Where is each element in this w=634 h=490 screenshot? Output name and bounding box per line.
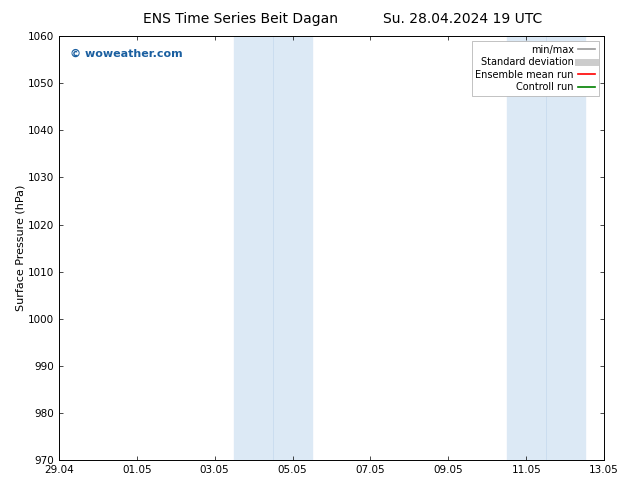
Text: © woweather.com: © woweather.com: [70, 49, 183, 59]
Bar: [507, 36, 546, 460]
Bar: [546, 36, 585, 460]
Y-axis label: Surface Pressure (hPa): Surface Pressure (hPa): [15, 185, 25, 311]
Text: Su. 28.04.2024 19 UTC: Su. 28.04.2024 19 UTC: [383, 12, 543, 26]
Legend: min/max, Standard deviation, Ensemble mean run, Controll run: min/max, Standard deviation, Ensemble me…: [472, 41, 599, 96]
Bar: [234, 36, 273, 460]
Text: ENS Time Series Beit Dagan: ENS Time Series Beit Dagan: [143, 12, 339, 26]
Bar: [273, 36, 312, 460]
